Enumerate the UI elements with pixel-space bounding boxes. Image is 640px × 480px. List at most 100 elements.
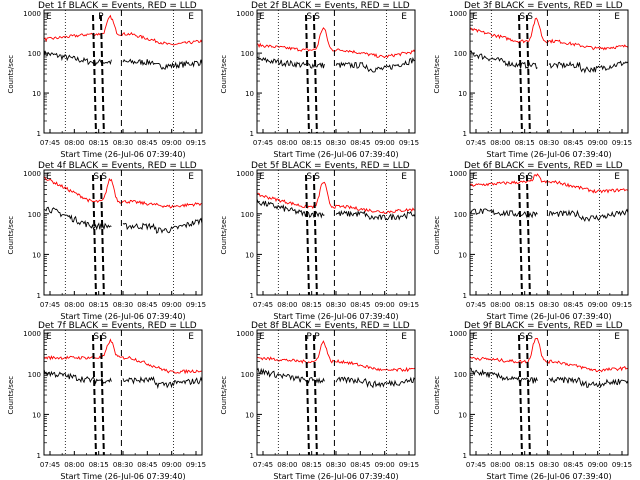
marker-label: E: [46, 12, 52, 22]
plot-frame: [256, 329, 416, 456]
x-tick-label: 07:45: [466, 139, 486, 147]
x-tick-label: 09:00: [375, 139, 395, 147]
x-tick-label: 08:45: [350, 139, 370, 147]
y-tick-label: 10: [245, 411, 254, 419]
x-tick-label: 08:00: [277, 301, 297, 309]
marker-label: E: [401, 172, 407, 182]
marker-dashed-thick: [304, 334, 310, 456]
x-tick-label: 08:30: [326, 461, 346, 469]
marker-label: S: [101, 332, 107, 342]
x-axis-label: Start Time (26-Jul-06 07:39:40): [60, 312, 185, 321]
marker-dashed-thick: [91, 14, 97, 134]
x-tick-label: 07:45: [466, 461, 486, 469]
x-tick-label: 08:30: [539, 461, 559, 469]
y-axis-label: Counts/sec: [220, 55, 228, 94]
x-tick-label: 08:15: [515, 461, 535, 469]
x-tick-label: 08:45: [563, 461, 583, 469]
x-tick-label: 08:15: [302, 301, 322, 309]
y-tick-label: 1: [37, 130, 41, 138]
y-axis-label: Counts/sec: [433, 55, 441, 94]
x-tick-label: 09:00: [162, 301, 182, 309]
x-tick-label: 08:00: [490, 139, 510, 147]
marker-label: S: [306, 12, 312, 22]
series-events-line: [469, 50, 629, 74]
y-tick-label: 1: [250, 452, 254, 460]
x-axis-label: Start Time (26-Jul-06 07:39:40): [60, 472, 185, 480]
x-tick-label: 07:45: [40, 461, 60, 469]
x-tick-label: 07:45: [253, 139, 273, 147]
marker-label: S: [101, 172, 107, 182]
marker-label: E: [259, 332, 265, 342]
x-tick-label: 08:00: [490, 461, 510, 469]
y-tick-label: 1: [250, 130, 254, 138]
marker-label: E: [472, 172, 478, 182]
y-tick-label: 100: [28, 50, 41, 58]
x-axis-label: Start Time (26-Jul-06 07:39:40): [273, 312, 398, 321]
x-tick-label: 08:45: [137, 139, 157, 147]
marker-dashed-thick: [525, 14, 531, 134]
marker-label: E: [614, 332, 620, 342]
marker-label: E: [259, 172, 265, 182]
x-tick-label: 08:00: [277, 461, 297, 469]
marker-label: P: [98, 12, 104, 22]
x-tick-label: 08:45: [563, 301, 583, 309]
marker-dashed-thick: [91, 334, 97, 456]
marker-dashed-thick: [91, 174, 97, 296]
marker-dashed-thick: [304, 14, 310, 134]
panel-title: Det 5f BLACK = Events, RED = LLD: [251, 161, 410, 171]
marker-dashed-thick: [312, 174, 318, 296]
series-lld-line: [469, 173, 629, 194]
marker-label: S: [93, 332, 99, 342]
x-axis-label: Start Time (26-Jul-06 07:39:40): [60, 150, 185, 159]
x-tick-label: 09:00: [162, 461, 182, 469]
panel-title: Det 7f BLACK = Events, RED = LLD: [38, 321, 197, 331]
panel-title: Det 4f BLACK = Events, RED = LLD: [38, 161, 197, 171]
panel-det-9: Det 9f BLACK = Events, RED = LLD Counts/s…: [433, 321, 632, 480]
x-tick-label: 08:30: [326, 301, 346, 309]
panel-det-7: Det 7f BLACK = Events, RED = LLD Counts/s…: [7, 321, 206, 480]
marker-label: E: [472, 12, 478, 22]
x-tick-label: 08:45: [350, 301, 370, 309]
panel-det-4: Det 4f BLACK = Events, RED = LLD Counts/s…: [7, 161, 206, 321]
series-lld-line: [256, 27, 416, 59]
marker-label: E: [46, 172, 52, 182]
y-tick-label: 1000: [236, 170, 254, 178]
x-tick-label: 08:15: [302, 139, 322, 147]
marker-dashed-thick: [525, 174, 531, 296]
marker-label: E: [472, 332, 478, 342]
plot-frame: [469, 9, 629, 134]
panel-det-3: Det 3f BLACK = Events, RED = LLD Counts/s…: [433, 1, 632, 159]
y-axis-label: Counts/sec: [7, 55, 15, 94]
y-tick-label: 1000: [449, 10, 467, 18]
x-tick-label: 08:15: [89, 139, 109, 147]
y-tick-label: 10: [32, 90, 41, 98]
x-tick-label: 08:30: [539, 301, 559, 309]
marker-label: S: [314, 172, 320, 182]
y-tick-label: 1000: [449, 170, 467, 178]
x-tick-label: 08:30: [113, 139, 133, 147]
marker-label: E: [188, 172, 194, 182]
marker-label: S: [527, 172, 533, 182]
x-tick-label: 09:00: [162, 139, 182, 147]
series-lld-line: [256, 340, 416, 373]
marker-label: S: [519, 12, 525, 22]
marker-label: S: [527, 332, 533, 342]
x-axis-label: Start Time (26-Jul-06 07:39:40): [273, 150, 398, 159]
x-tick-label: 08:00: [64, 301, 84, 309]
marker-dashed-thick: [99, 174, 105, 296]
series-events-line: [469, 367, 629, 389]
y-tick-label: 10: [32, 251, 41, 259]
marker-label: E: [259, 12, 265, 22]
x-axis-label: Start Time (26-Jul-06 07:39:40): [486, 150, 611, 159]
y-tick-label: 1: [463, 292, 467, 300]
series-lld-line: [469, 17, 629, 51]
series-events-line: [469, 208, 629, 222]
series-lld-line: [469, 338, 629, 373]
marker-label: S: [93, 172, 99, 182]
y-axis-label: Counts/sec: [7, 376, 15, 415]
marker-label: S: [314, 12, 320, 22]
series-lld-line: [256, 181, 415, 214]
marker-label: E: [401, 12, 407, 22]
plot-frame: [256, 169, 416, 296]
